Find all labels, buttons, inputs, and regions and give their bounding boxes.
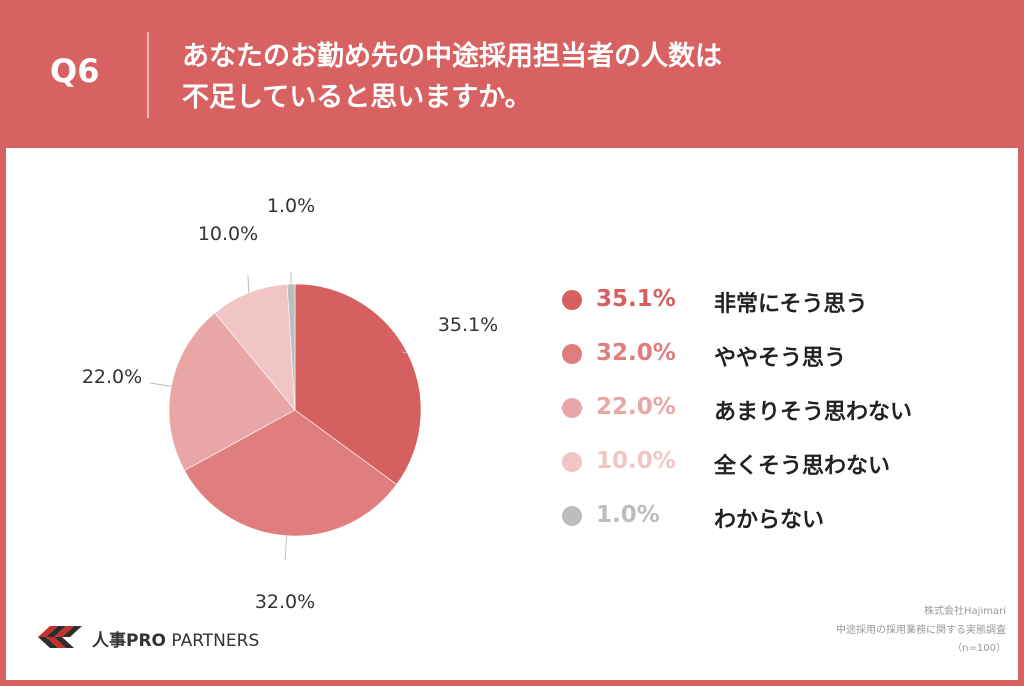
brand-name-rest: PARTNERS: [166, 631, 260, 651]
leader-line: [401, 351, 408, 354]
source-survey: 中途採用の採用業務に関する実態調査: [836, 624, 1006, 636]
slice-value-label: 32.0%: [255, 591, 315, 613]
source-company: 株式会社Hajimari: [924, 606, 1006, 617]
legend-label: 非常にそう思う: [714, 292, 868, 317]
leader-line: [284, 535, 288, 561]
legend-value: 22.0%: [596, 394, 676, 420]
legend-swatch: [562, 452, 582, 472]
pie-slice: [168, 312, 296, 471]
brand-name-strong: 人事PRO: [92, 631, 167, 651]
legend-swatch: [562, 398, 582, 418]
source-note: 株式会社Hajimari 中途採用の採用業務に関する実態調査 （n=100）: [676, 603, 1006, 659]
question-title-line-1: あなたのお勤め先の中途採用担当者の人数は: [182, 41, 722, 72]
slice-value-label: 22.0%: [82, 366, 142, 388]
source-sample: （n=100）: [952, 643, 1006, 654]
legend-value: 32.0%: [596, 340, 676, 366]
pie-slice: [214, 283, 296, 411]
header-divider: [147, 32, 149, 118]
legend-label: ややそう思う: [714, 346, 847, 371]
slice-value-label: 1.0%: [267, 195, 315, 217]
question-title: あなたのお勤め先の中途採用担当者の人数は 不足していると思いますか。: [182, 36, 722, 118]
legend-value: 10.0%: [596, 448, 676, 474]
legend-label: あまりそう思わない: [714, 400, 913, 425]
legend-value: 35.1%: [596, 286, 676, 312]
slice-value-label: 10.0%: [198, 223, 258, 245]
legend-swatch: [562, 506, 582, 526]
legend-swatch: [562, 344, 582, 364]
question-header: Q6 あなたのお勤め先の中途採用担当者の人数は 不足していると思いますか。: [0, 0, 1024, 148]
legend-label: 全くそう思わない: [714, 454, 891, 479]
brand-mark-icon: [38, 626, 82, 648]
slice-value-label: 35.1%: [438, 314, 498, 336]
leader-line: [149, 382, 172, 387]
question-title-line-2: 不足していると思いますか。: [182, 82, 532, 114]
brand-name: 人事PRO PARTNERS: [92, 626, 259, 651]
legend-value: 1.0%: [596, 502, 660, 528]
leader-line: [247, 274, 250, 293]
question-number: Q6: [50, 52, 100, 90]
legend-label: わからない: [714, 508, 825, 533]
legend-swatch: [562, 290, 582, 310]
